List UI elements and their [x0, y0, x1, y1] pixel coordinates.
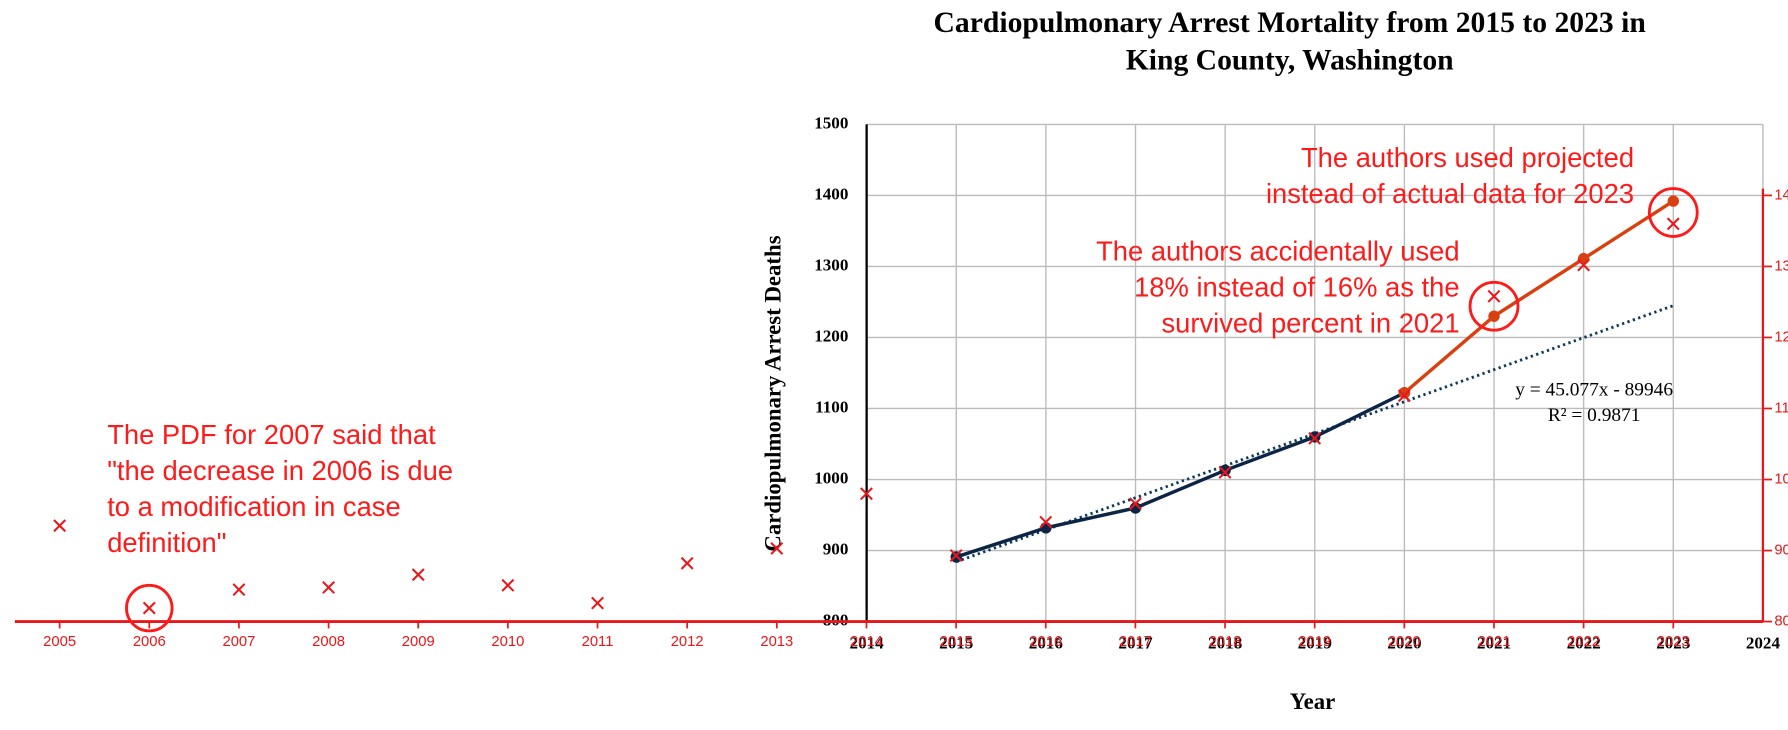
cross-marker — [411, 568, 425, 582]
x2-tick-label: 2021 — [1477, 634, 1510, 650]
data-point — [1667, 195, 1679, 207]
y2-tick-label: 800 — [1774, 613, 1788, 629]
series-line — [955, 391, 1406, 559]
y-tick-label: 1300 — [814, 255, 848, 274]
x-tick-label: 2018 — [1208, 633, 1242, 652]
highlight-circle — [1647, 187, 1699, 238]
y2-tick-label: 1400 — [1774, 187, 1788, 203]
cross-marker — [322, 581, 336, 594]
data-point — [1488, 310, 1500, 322]
x-tick-label: 2020 — [1387, 633, 1421, 652]
trendline — [955, 304, 1674, 564]
y-tick-label: 900 — [823, 539, 849, 558]
annotation: The PDF for 2007 said that — [107, 419, 436, 450]
x2-tick-label: 2014 — [850, 634, 883, 650]
x2-tick-label: 2018 — [1209, 634, 1242, 650]
annotation: 18% instead of 16% as the — [1134, 271, 1460, 302]
cross-marker — [1397, 389, 1411, 403]
x2-tick-label: 2016 — [1029, 634, 1062, 650]
x2-tick-label: 2023 — [1657, 634, 1690, 650]
y2-tick-label: 900 — [1774, 542, 1788, 558]
annotation: "the decrease in 2006 is due — [107, 455, 453, 486]
y-tick-label: 1100 — [815, 397, 848, 416]
annotation: The authors accidentally used — [1096, 235, 1460, 266]
annotation: survived percent in 2021 — [1161, 307, 1459, 338]
cross-marker — [1308, 431, 1322, 445]
cross-marker — [949, 549, 963, 562]
annotation: to a modification in case — [107, 491, 401, 522]
x-tick-label: 2017 — [1118, 633, 1153, 652]
cross-marker — [1039, 515, 1053, 529]
cross-marker — [501, 578, 515, 592]
x2-tick-label: 2008 — [312, 634, 345, 650]
y-axis-label: Cardiopulmonary Arrest Deaths — [761, 235, 786, 551]
x2-tick-label: 2019 — [1298, 634, 1331, 650]
cross-marker — [1487, 289, 1501, 303]
x2-tick-label: 2020 — [1388, 634, 1421, 650]
x2-tick-label: 2017 — [1119, 634, 1152, 650]
y2-tick-label: 1000 — [1774, 471, 1788, 487]
x2-tick-label: 2009 — [402, 634, 435, 650]
x-tick-label: 2023 — [1656, 633, 1690, 652]
trendline-label: y = 45.077x - 89946 — [1515, 380, 1673, 401]
x-tick-label: 2024 — [1746, 633, 1781, 652]
cross-marker — [142, 601, 156, 615]
x2-tick-label: 2010 — [491, 634, 524, 650]
x2-tick-label: 2013 — [760, 634, 793, 650]
x-tick-label: 2015 — [939, 633, 973, 652]
chart-title: Cardiopulmonary Arrest Mortality from 20… — [934, 7, 1647, 39]
y-tick-label: 1000 — [814, 468, 848, 487]
cross-marker — [1218, 465, 1232, 479]
x-axis-label: Year — [1290, 689, 1336, 714]
trendline-label: R² = 0.9871 — [1548, 405, 1641, 426]
x-tick-label: 2022 — [1567, 633, 1601, 652]
annotation: definition" — [107, 527, 226, 558]
y-tick-label: 1200 — [814, 326, 848, 345]
cross-marker — [53, 519, 67, 533]
cross-marker — [1577, 258, 1591, 272]
data-point — [1040, 522, 1052, 534]
cross-marker — [1128, 497, 1142, 511]
data-point — [1398, 387, 1411, 399]
annotation: instead of actual data for 2023 — [1266, 178, 1634, 209]
cross-marker — [1666, 217, 1680, 231]
cross-marker — [232, 583, 246, 597]
x2-tick-label: 2015 — [940, 634, 973, 650]
x2-tick-label: 2012 — [671, 634, 704, 650]
y-tick-label: 1500 — [814, 113, 848, 132]
series-line — [1403, 199, 1675, 395]
x2-tick-label: 2022 — [1567, 634, 1600, 650]
y2-tick-label: 1300 — [1774, 258, 1788, 274]
chart-title: King County, Washington — [1126, 45, 1454, 77]
data-point — [1577, 252, 1590, 265]
annotation: The authors used projected — [1301, 142, 1634, 173]
x-tick-label: 2021 — [1477, 633, 1511, 652]
cross-marker — [591, 596, 604, 610]
highlight-circle — [1468, 280, 1520, 332]
x-tick-label: 2019 — [1298, 633, 1332, 652]
cross-marker — [860, 487, 873, 501]
x2-tick-label: 2007 — [222, 634, 255, 650]
cross-marker — [770, 541, 784, 555]
highlight-circle — [125, 583, 174, 633]
y-tick-label: 800 — [823, 610, 849, 629]
y2-tick-label: 1200 — [1774, 329, 1788, 345]
x2-tick-label: 2005 — [43, 634, 76, 650]
x-tick-label: 2016 — [1029, 633, 1064, 652]
y-tick-label: 1400 — [814, 184, 848, 203]
x2-tick-label: 2011 — [582, 634, 614, 650]
cross-marker — [680, 556, 694, 570]
data-point — [1219, 464, 1231, 476]
x-tick-label: 2014 — [850, 633, 885, 652]
x2-tick-label: 2006 — [133, 634, 166, 650]
y2-tick-label: 1100 — [1774, 400, 1788, 416]
